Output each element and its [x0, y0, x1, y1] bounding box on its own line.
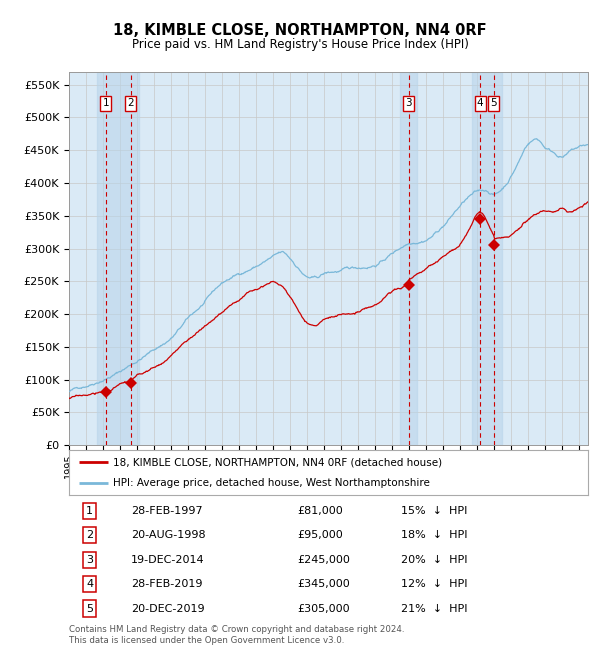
- Text: 20-DEC-2019: 20-DEC-2019: [131, 604, 205, 614]
- Text: 1: 1: [103, 98, 109, 109]
- Text: 15%  ↓  HPI: 15% ↓ HPI: [401, 506, 467, 515]
- Text: 20-AUG-1998: 20-AUG-1998: [131, 530, 206, 540]
- Bar: [97, 72, 139, 445]
- Text: Price paid vs. HM Land Registry's House Price Index (HPI): Price paid vs. HM Land Registry's House …: [131, 38, 469, 51]
- Bar: [472, 72, 502, 445]
- Text: 28-FEB-2019: 28-FEB-2019: [131, 579, 203, 589]
- Bar: [400, 72, 417, 445]
- Text: 3: 3: [406, 98, 412, 109]
- Text: 28-FEB-1997: 28-FEB-1997: [131, 506, 203, 515]
- Text: 2: 2: [127, 98, 134, 109]
- Text: 21%  ↓  HPI: 21% ↓ HPI: [401, 604, 467, 614]
- Text: HPI: Average price, detached house, West Northamptonshire: HPI: Average price, detached house, West…: [113, 478, 430, 488]
- Text: 18, KIMBLE CLOSE, NORTHAMPTON, NN4 0RF (detached house): 18, KIMBLE CLOSE, NORTHAMPTON, NN4 0RF (…: [113, 457, 442, 467]
- Text: £305,000: £305,000: [298, 604, 350, 614]
- Text: 4: 4: [477, 98, 484, 109]
- Text: 20%  ↓  HPI: 20% ↓ HPI: [401, 554, 467, 565]
- Text: 19-DEC-2014: 19-DEC-2014: [131, 554, 205, 565]
- Text: £245,000: £245,000: [298, 554, 350, 565]
- Text: This data is licensed under the Open Government Licence v3.0.: This data is licensed under the Open Gov…: [69, 636, 344, 645]
- Text: 2: 2: [86, 530, 94, 540]
- Text: 5: 5: [490, 98, 497, 109]
- Text: 3: 3: [86, 554, 93, 565]
- Text: 18, KIMBLE CLOSE, NORTHAMPTON, NN4 0RF: 18, KIMBLE CLOSE, NORTHAMPTON, NN4 0RF: [113, 23, 487, 38]
- Text: 4: 4: [86, 579, 94, 589]
- Text: 1: 1: [86, 506, 93, 515]
- Text: 12%  ↓  HPI: 12% ↓ HPI: [401, 579, 467, 589]
- Text: Contains HM Land Registry data © Crown copyright and database right 2024.: Contains HM Land Registry data © Crown c…: [69, 625, 404, 634]
- Text: £81,000: £81,000: [298, 506, 343, 515]
- Text: 18%  ↓  HPI: 18% ↓ HPI: [401, 530, 467, 540]
- Text: £95,000: £95,000: [298, 530, 343, 540]
- Text: 5: 5: [86, 604, 93, 614]
- Text: £345,000: £345,000: [298, 579, 350, 589]
